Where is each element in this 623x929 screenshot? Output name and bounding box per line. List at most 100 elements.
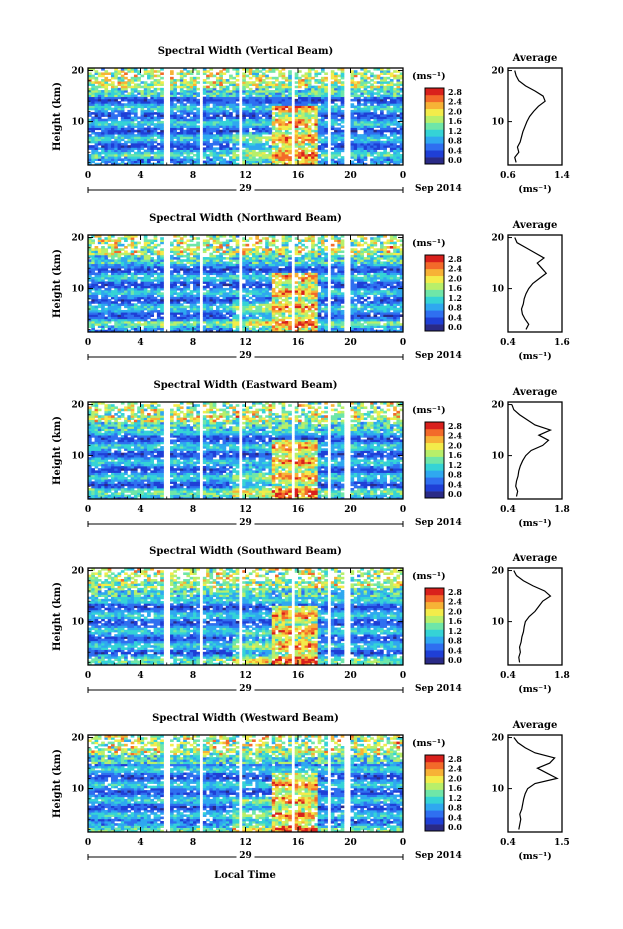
heatmap-cell (386, 76, 391, 80)
heatmap-cell (350, 309, 355, 313)
heatmap-cell (147, 312, 151, 315)
heatmap-cell (399, 329, 404, 333)
heatmap-cell (360, 112, 365, 115)
heatmap-cell (156, 81, 161, 84)
heatmap-cell (340, 74, 345, 78)
heatmap-cell (173, 120, 177, 124)
heatmap-cell (97, 109, 102, 113)
heatmap-cell (281, 151, 286, 155)
heatmap-cell (278, 312, 282, 315)
heatmap-cell (268, 305, 273, 309)
heatmap-cell (94, 290, 99, 293)
heatmap-cell (143, 129, 148, 133)
heatmap-cell (363, 305, 368, 309)
heatmap-cell (124, 112, 128, 115)
heatmap-cell (366, 312, 371, 315)
heatmap-cell (209, 316, 214, 320)
heatmap-cell (189, 329, 194, 333)
heatmap-cell (124, 136, 128, 139)
heatmap-cell (383, 136, 387, 139)
heatmap-cell (271, 125, 276, 128)
heatmap-cell (127, 156, 132, 159)
heatmap-cell (176, 323, 181, 326)
heatmap-cell (101, 151, 105, 155)
heatmap-cell (219, 314, 223, 317)
heatmap-cell (265, 125, 269, 128)
heatmap-cell (137, 70, 141, 73)
heatmap-cell (317, 134, 322, 137)
heatmap-cell (150, 292, 155, 295)
heatmap-cell (330, 134, 335, 137)
heatmap-cell (360, 136, 365, 139)
heatmap-cell (156, 134, 161, 137)
heatmap-cell (242, 79, 246, 82)
heatmap-cell (317, 125, 322, 128)
heatmap-cell (389, 140, 394, 144)
heatmap-cell (88, 103, 92, 106)
heatmap-cell (117, 153, 122, 157)
heatmap-cell (252, 131, 256, 135)
heatmap-cell (311, 316, 315, 320)
heatmap-cell (320, 92, 325, 95)
heatmap-cell (229, 129, 233, 133)
heatmap-cell (255, 68, 260, 71)
heatmap-cell (307, 85, 312, 89)
heatmap-cell (189, 151, 194, 155)
heatmap-cell (150, 131, 155, 135)
heatmap-cell (104, 109, 109, 113)
heatmap-cell (186, 305, 191, 309)
heatmap-cell (363, 134, 368, 137)
heatmap-cell (350, 92, 355, 95)
heatmap-cell (389, 120, 394, 124)
heatmap-cell (147, 116, 151, 120)
heatmap-cell (380, 153, 384, 157)
heatmap-cell (360, 74, 365, 78)
heatmap-cell (370, 131, 374, 135)
heatmap-cell (186, 158, 191, 161)
heatmap-cell (147, 105, 151, 109)
heatmap-cell (97, 158, 102, 161)
heatmap-cell (393, 320, 397, 324)
heatmap-cell (173, 287, 177, 291)
heatmap-cell (386, 92, 391, 95)
heatmap-cell (383, 316, 387, 320)
heatmap-cell (278, 290, 282, 293)
heatmap-cell (130, 125, 135, 128)
heatmap-cell (153, 287, 158, 291)
heatmap-cell (242, 123, 246, 126)
heatmap-cell (193, 136, 197, 139)
heatmap-cell (232, 138, 237, 142)
heatmap-cell (215, 109, 220, 113)
heatmap-cell (104, 296, 109, 300)
heatmap-cell (202, 98, 207, 102)
heatmap-cell (389, 131, 394, 135)
heatmap-cell (147, 131, 151, 135)
heatmap-cell (120, 287, 125, 291)
heatmap-cell (307, 105, 312, 109)
heatmap-cell (396, 136, 401, 139)
heatmap-cell (225, 136, 230, 139)
heatmap-cell (209, 92, 214, 95)
heatmap-cell (350, 129, 355, 133)
heatmap-cell (127, 323, 132, 326)
heatmap-cell (353, 87, 358, 91)
heatmap-cell (389, 87, 394, 91)
heatmap-cell (340, 112, 345, 115)
heatmap-cell (399, 292, 404, 295)
heatmap-cell (235, 79, 240, 82)
heatmap-cell (212, 314, 217, 317)
heatmap-cell (229, 81, 233, 84)
heatmap-cell (265, 305, 269, 309)
heatmap-cell (330, 83, 335, 87)
heatmap-cell (307, 116, 312, 120)
heatmap-cell (380, 296, 384, 300)
heatmap-cell (176, 156, 181, 159)
heatmap-cell (206, 303, 210, 306)
heatmap-cell (360, 292, 365, 295)
heatmap-cell (353, 323, 358, 326)
heatmap-cell (314, 301, 319, 304)
heatmap-cell (386, 329, 391, 333)
heatmap-cell (350, 98, 355, 102)
heatmap-cell (261, 103, 266, 106)
heatmap-cell (124, 318, 128, 322)
